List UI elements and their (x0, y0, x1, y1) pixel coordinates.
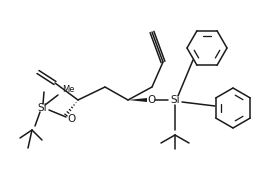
Text: O: O (67, 114, 75, 124)
Text: Me: Me (62, 86, 75, 95)
Text: Si: Si (37, 103, 47, 113)
Polygon shape (128, 98, 147, 102)
Text: O: O (148, 95, 156, 105)
Text: Si: Si (170, 95, 180, 105)
